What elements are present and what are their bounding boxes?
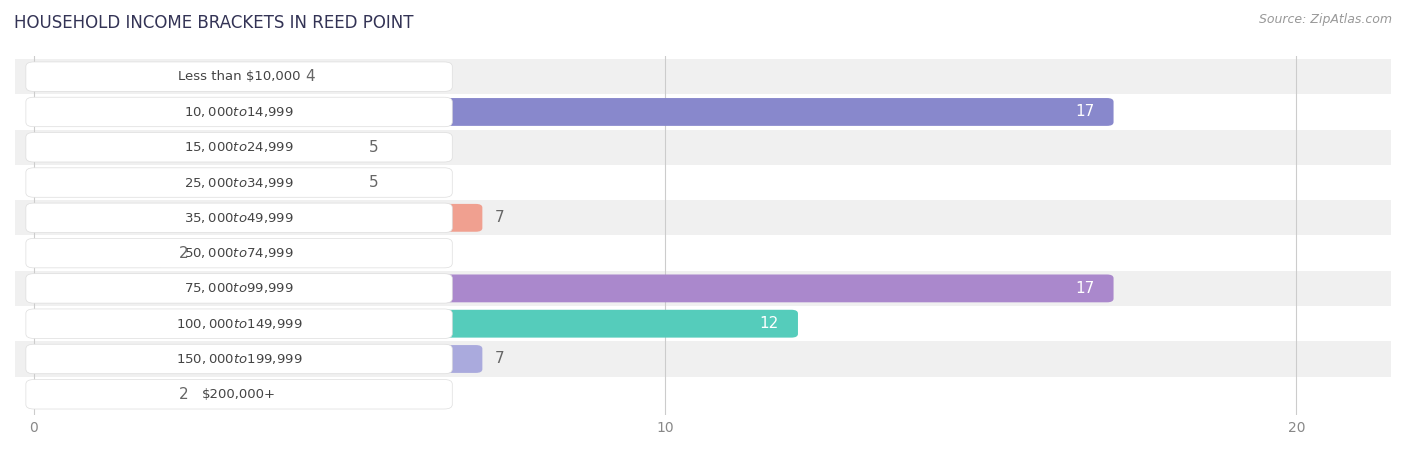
FancyBboxPatch shape: [25, 132, 453, 162]
Bar: [15, 235, 1391, 271]
Text: 17: 17: [1076, 104, 1094, 119]
Bar: [15, 200, 1391, 235]
FancyBboxPatch shape: [25, 344, 453, 374]
Text: $150,000 to $199,999: $150,000 to $199,999: [176, 352, 302, 366]
Bar: [15, 342, 1391, 377]
Bar: [15, 165, 1391, 200]
Bar: [15, 306, 1391, 342]
FancyBboxPatch shape: [27, 239, 167, 267]
FancyBboxPatch shape: [25, 274, 453, 303]
Bar: [15, 377, 1391, 412]
Text: 5: 5: [368, 140, 378, 155]
FancyBboxPatch shape: [25, 62, 453, 91]
Bar: [15, 130, 1391, 165]
Text: 7: 7: [495, 210, 505, 225]
FancyBboxPatch shape: [25, 309, 453, 338]
Text: $35,000 to $49,999: $35,000 to $49,999: [184, 211, 294, 225]
FancyBboxPatch shape: [27, 133, 356, 161]
FancyBboxPatch shape: [27, 63, 292, 90]
Text: $10,000 to $14,999: $10,000 to $14,999: [184, 105, 294, 119]
FancyBboxPatch shape: [25, 168, 453, 197]
FancyBboxPatch shape: [25, 97, 453, 127]
FancyBboxPatch shape: [27, 204, 482, 232]
Bar: [15, 271, 1391, 306]
Text: 2: 2: [179, 246, 188, 261]
FancyBboxPatch shape: [25, 379, 453, 409]
Text: $50,000 to $74,999: $50,000 to $74,999: [184, 246, 294, 260]
Text: $15,000 to $24,999: $15,000 to $24,999: [184, 140, 294, 154]
Text: 5: 5: [368, 175, 378, 190]
FancyBboxPatch shape: [27, 169, 356, 197]
Text: 4: 4: [305, 69, 315, 84]
Bar: [15, 94, 1391, 130]
Text: HOUSEHOLD INCOME BRACKETS IN REED POINT: HOUSEHOLD INCOME BRACKETS IN REED POINT: [14, 14, 413, 32]
FancyBboxPatch shape: [25, 238, 453, 268]
Text: Source: ZipAtlas.com: Source: ZipAtlas.com: [1258, 14, 1392, 27]
FancyBboxPatch shape: [27, 345, 482, 373]
Text: $75,000 to $99,999: $75,000 to $99,999: [184, 281, 294, 295]
Text: 12: 12: [759, 316, 779, 331]
FancyBboxPatch shape: [27, 380, 167, 408]
Bar: [15, 59, 1391, 94]
FancyBboxPatch shape: [27, 98, 1114, 126]
Text: 7: 7: [495, 351, 505, 366]
Text: $100,000 to $149,999: $100,000 to $149,999: [176, 317, 302, 331]
Text: Less than $10,000: Less than $10,000: [177, 70, 301, 83]
FancyBboxPatch shape: [25, 203, 453, 233]
FancyBboxPatch shape: [27, 310, 799, 338]
Text: $200,000+: $200,000+: [202, 388, 276, 401]
FancyBboxPatch shape: [27, 274, 1114, 302]
Text: 17: 17: [1076, 281, 1094, 296]
Text: 2: 2: [179, 387, 188, 402]
Text: $25,000 to $34,999: $25,000 to $34,999: [184, 176, 294, 189]
